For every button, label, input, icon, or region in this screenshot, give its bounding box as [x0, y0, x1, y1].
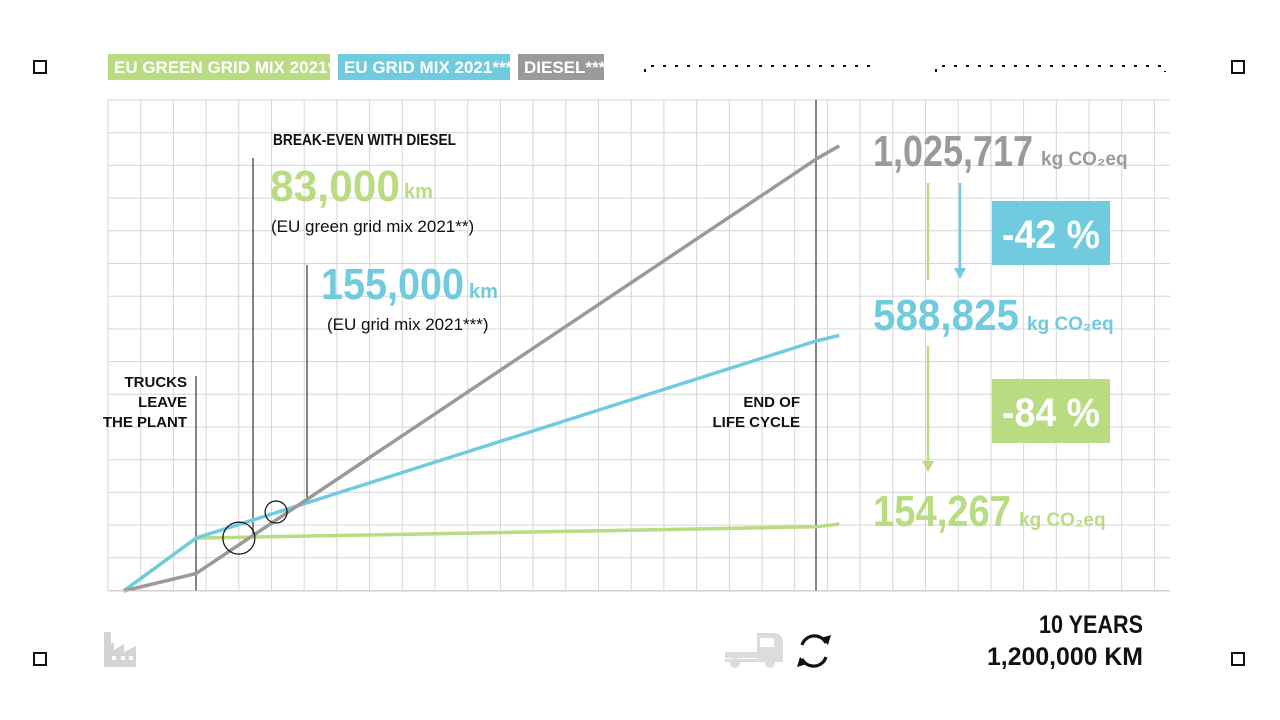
series-line-diesel — [123, 144, 841, 593]
blue-break-even-unit: km — [469, 281, 498, 303]
legend: EU GREEN GRID MIX 2021** EU GRID MIX 202… — [108, 54, 606, 80]
series-line-blue — [122, 333, 840, 593]
diesel-total-unit: kg CO₂eq — [1041, 149, 1128, 170]
corner-mark-bottom-right — [1231, 652, 1245, 666]
legend-label-green: EU GREEN GRID MIX 2021** — [114, 58, 341, 77]
trucks-leave-label-line2: LEAVE — [138, 394, 187, 411]
break-even-circle-blue — [264, 500, 288, 524]
green-total-unit: kg CO₂eq — [1019, 510, 1106, 531]
legend-chip-green — [108, 54, 330, 80]
green-total-value: 154,267 — [873, 487, 1011, 536]
legend-label-gray: DIESEL*** — [524, 58, 606, 77]
legend-label-blue: EU GRID MIX 2021*** — [344, 58, 513, 77]
green-break-even-unit: km — [404, 181, 433, 203]
green-arrow-head — [922, 461, 934, 472]
blue-reduction-label: -42 % — [1002, 213, 1100, 257]
blue-reduction-badge — [992, 201, 1110, 265]
break-even-markers — [222, 500, 288, 555]
dotted-rule-1 — [644, 65, 874, 72]
end-of-life-label-line1: END OF — [743, 394, 800, 411]
blue-break-even-value: 155,000 — [321, 260, 464, 309]
series-group — [122, 144, 841, 593]
dotted-rule-2 — [935, 65, 1166, 72]
legend-chip-gray — [518, 54, 604, 80]
green-break-even-note: (EU green grid mix 2021**) — [271, 217, 474, 236]
green-reduction-label: -84 % — [1002, 391, 1100, 435]
end-of-life-label-line2: LIFE CYCLE — [712, 414, 800, 431]
footer-distance: 1,200,000 KM — [987, 643, 1143, 671]
corner-mark-top-right — [1231, 60, 1245, 74]
footer-years: 10 YEARS — [1039, 611, 1143, 639]
corner-mark-bottom-left — [33, 652, 47, 666]
blue-arrow-head — [954, 268, 966, 279]
trucks-leave-label-line1: TRUCKS — [125, 374, 188, 391]
factory-icon — [104, 632, 136, 667]
corner-mark-top-left — [33, 60, 47, 74]
reduction-arrows — [922, 183, 966, 472]
blue-total-unit: kg CO₂eq — [1027, 314, 1114, 335]
legend-chip-blue — [338, 54, 510, 80]
blue-total-value: 588,825 — [873, 291, 1019, 340]
break-even-circle-green — [222, 521, 256, 555]
green-reduction-badge — [992, 379, 1110, 443]
green-break-even-value: 83,000 — [270, 162, 400, 211]
truck-icon — [725, 633, 783, 668]
trucks-leave-label-line3: THE PLANT — [103, 414, 187, 431]
break-even-title: BREAK-EVEN WITH DIESEL — [273, 132, 456, 149]
diesel-total-value: 1,025,717 — [873, 127, 1033, 176]
recycle-icon — [797, 634, 831, 668]
blue-break-even-note: (EU grid mix 2021***) — [327, 315, 489, 334]
